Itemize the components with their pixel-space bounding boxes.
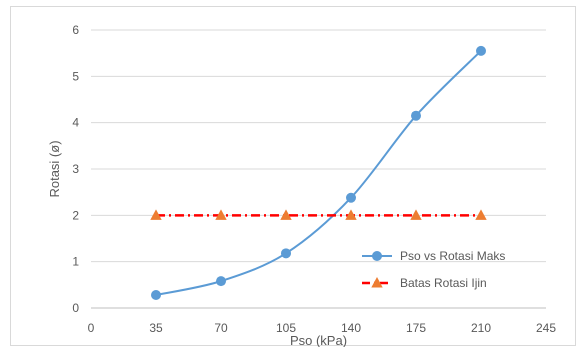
legend-label: Batas Rotasi Ijin bbox=[400, 276, 487, 290]
data-point bbox=[410, 209, 422, 220]
x-tick-label: 0 bbox=[88, 321, 95, 335]
line-chart: 0 35 70 105 140 175 210 245 0 1 2 3 4 5 6 Pso (kPa) R… bbox=[47, 23, 556, 348]
y-tick-label: 0 bbox=[72, 301, 79, 315]
y-tick-label: 6 bbox=[72, 23, 79, 37]
legend-item: Pso vs Rotasi Maks bbox=[362, 249, 505, 263]
x-tick-label: 245 bbox=[536, 321, 556, 335]
legend: Pso vs Rotasi Maks Batas Rotasi Ijin bbox=[362, 249, 505, 290]
data-point bbox=[151, 290, 161, 301]
data-point bbox=[150, 209, 162, 220]
x-tick-label: 175 bbox=[406, 321, 426, 335]
legend-label: Pso vs Rotasi Maks bbox=[400, 249, 505, 263]
data-point bbox=[476, 45, 486, 56]
gridlines bbox=[91, 29, 546, 309]
x-tick-label: 105 bbox=[276, 321, 296, 335]
y-tick-label: 1 bbox=[72, 255, 79, 269]
series-1 bbox=[151, 45, 486, 301]
data-point bbox=[281, 248, 291, 259]
series-layer bbox=[150, 45, 487, 301]
y-axis: 0 1 2 3 4 5 6 bbox=[72, 23, 79, 315]
chart-frame: 0 35 70 105 140 175 210 245 0 1 2 3 4 5 6 Pso (kPa) R… bbox=[10, 6, 576, 348]
series-2 bbox=[150, 209, 487, 220]
x-tick-label: 210 bbox=[471, 321, 491, 335]
x-tick-label: 35 bbox=[149, 321, 163, 335]
x-axis-label: Pso (kPa) bbox=[290, 333, 347, 347]
data-point bbox=[411, 110, 421, 121]
x-tick-label: 140 bbox=[341, 321, 361, 335]
data-point bbox=[215, 209, 227, 220]
x-axis: 0 35 70 105 140 175 210 245 bbox=[88, 307, 556, 335]
y-tick-label: 3 bbox=[72, 162, 79, 176]
y-tick-label: 5 bbox=[72, 69, 79, 83]
y-tick-label: 2 bbox=[72, 208, 79, 222]
y-tick-label: 4 bbox=[72, 116, 79, 130]
data-point bbox=[216, 276, 226, 287]
legend-swatch-marker bbox=[372, 251, 382, 261]
x-tick-label: 70 bbox=[214, 321, 228, 335]
legend-swatch-marker bbox=[371, 277, 383, 288]
data-point bbox=[475, 209, 487, 220]
data-point bbox=[346, 192, 356, 203]
data-point bbox=[280, 209, 292, 220]
legend-item: Batas Rotasi Ijin bbox=[362, 276, 487, 290]
data-point bbox=[345, 209, 357, 220]
y-axis-label: Rotasi (ø) bbox=[47, 140, 62, 197]
